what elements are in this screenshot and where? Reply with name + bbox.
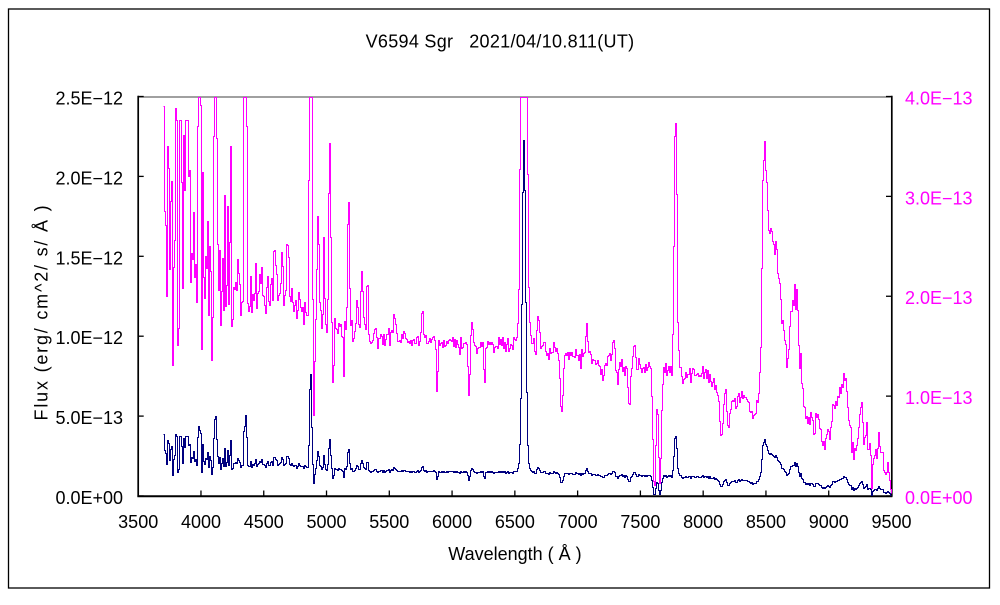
svg-text:1.5E−12: 1.5E−12	[55, 248, 123, 268]
svg-text:3.0E−13: 3.0E−13	[905, 188, 973, 208]
svg-text:Flux (erg/ cm^2/ s/ Å ): Flux (erg/ cm^2/ s/ Å )	[32, 204, 52, 421]
svg-text:4.0E−13: 4.0E−13	[905, 89, 973, 109]
svg-text:9500: 9500	[871, 512, 911, 532]
svg-text:5000: 5000	[306, 512, 346, 532]
svg-text:7500: 7500	[620, 512, 660, 532]
svg-text:4000: 4000	[181, 512, 221, 532]
svg-text:Wavelength ( Å ): Wavelength ( Å )	[448, 544, 581, 564]
svg-text:1.0E−12: 1.0E−12	[55, 328, 123, 348]
svg-text:8000: 8000	[683, 512, 723, 532]
svg-text:8500: 8500	[746, 512, 786, 532]
svg-text:3500: 3500	[118, 512, 158, 532]
svg-text:4500: 4500	[244, 512, 284, 532]
svg-text:6500: 6500	[495, 512, 535, 532]
svg-text:9000: 9000	[809, 512, 849, 532]
svg-text:2.0E−12: 2.0E−12	[55, 168, 123, 188]
svg-text:V6594 Sgr 2021/04/10.811(UT): V6594 Sgr 2021/04/10.811(UT)	[366, 32, 635, 52]
svg-text:0.0E+00: 0.0E+00	[55, 488, 123, 508]
svg-text:2.0E−13: 2.0E−13	[905, 288, 973, 308]
svg-text:5500: 5500	[369, 512, 409, 532]
svg-text:1.0E−13: 1.0E−13	[905, 388, 973, 408]
svg-text:5.0E−13: 5.0E−13	[55, 408, 123, 428]
svg-text:0.0E+00: 0.0E+00	[905, 488, 973, 508]
svg-text:6000: 6000	[432, 512, 472, 532]
svg-text:7000: 7000	[558, 512, 598, 532]
svg-text:2.5E−12: 2.5E−12	[55, 89, 123, 109]
